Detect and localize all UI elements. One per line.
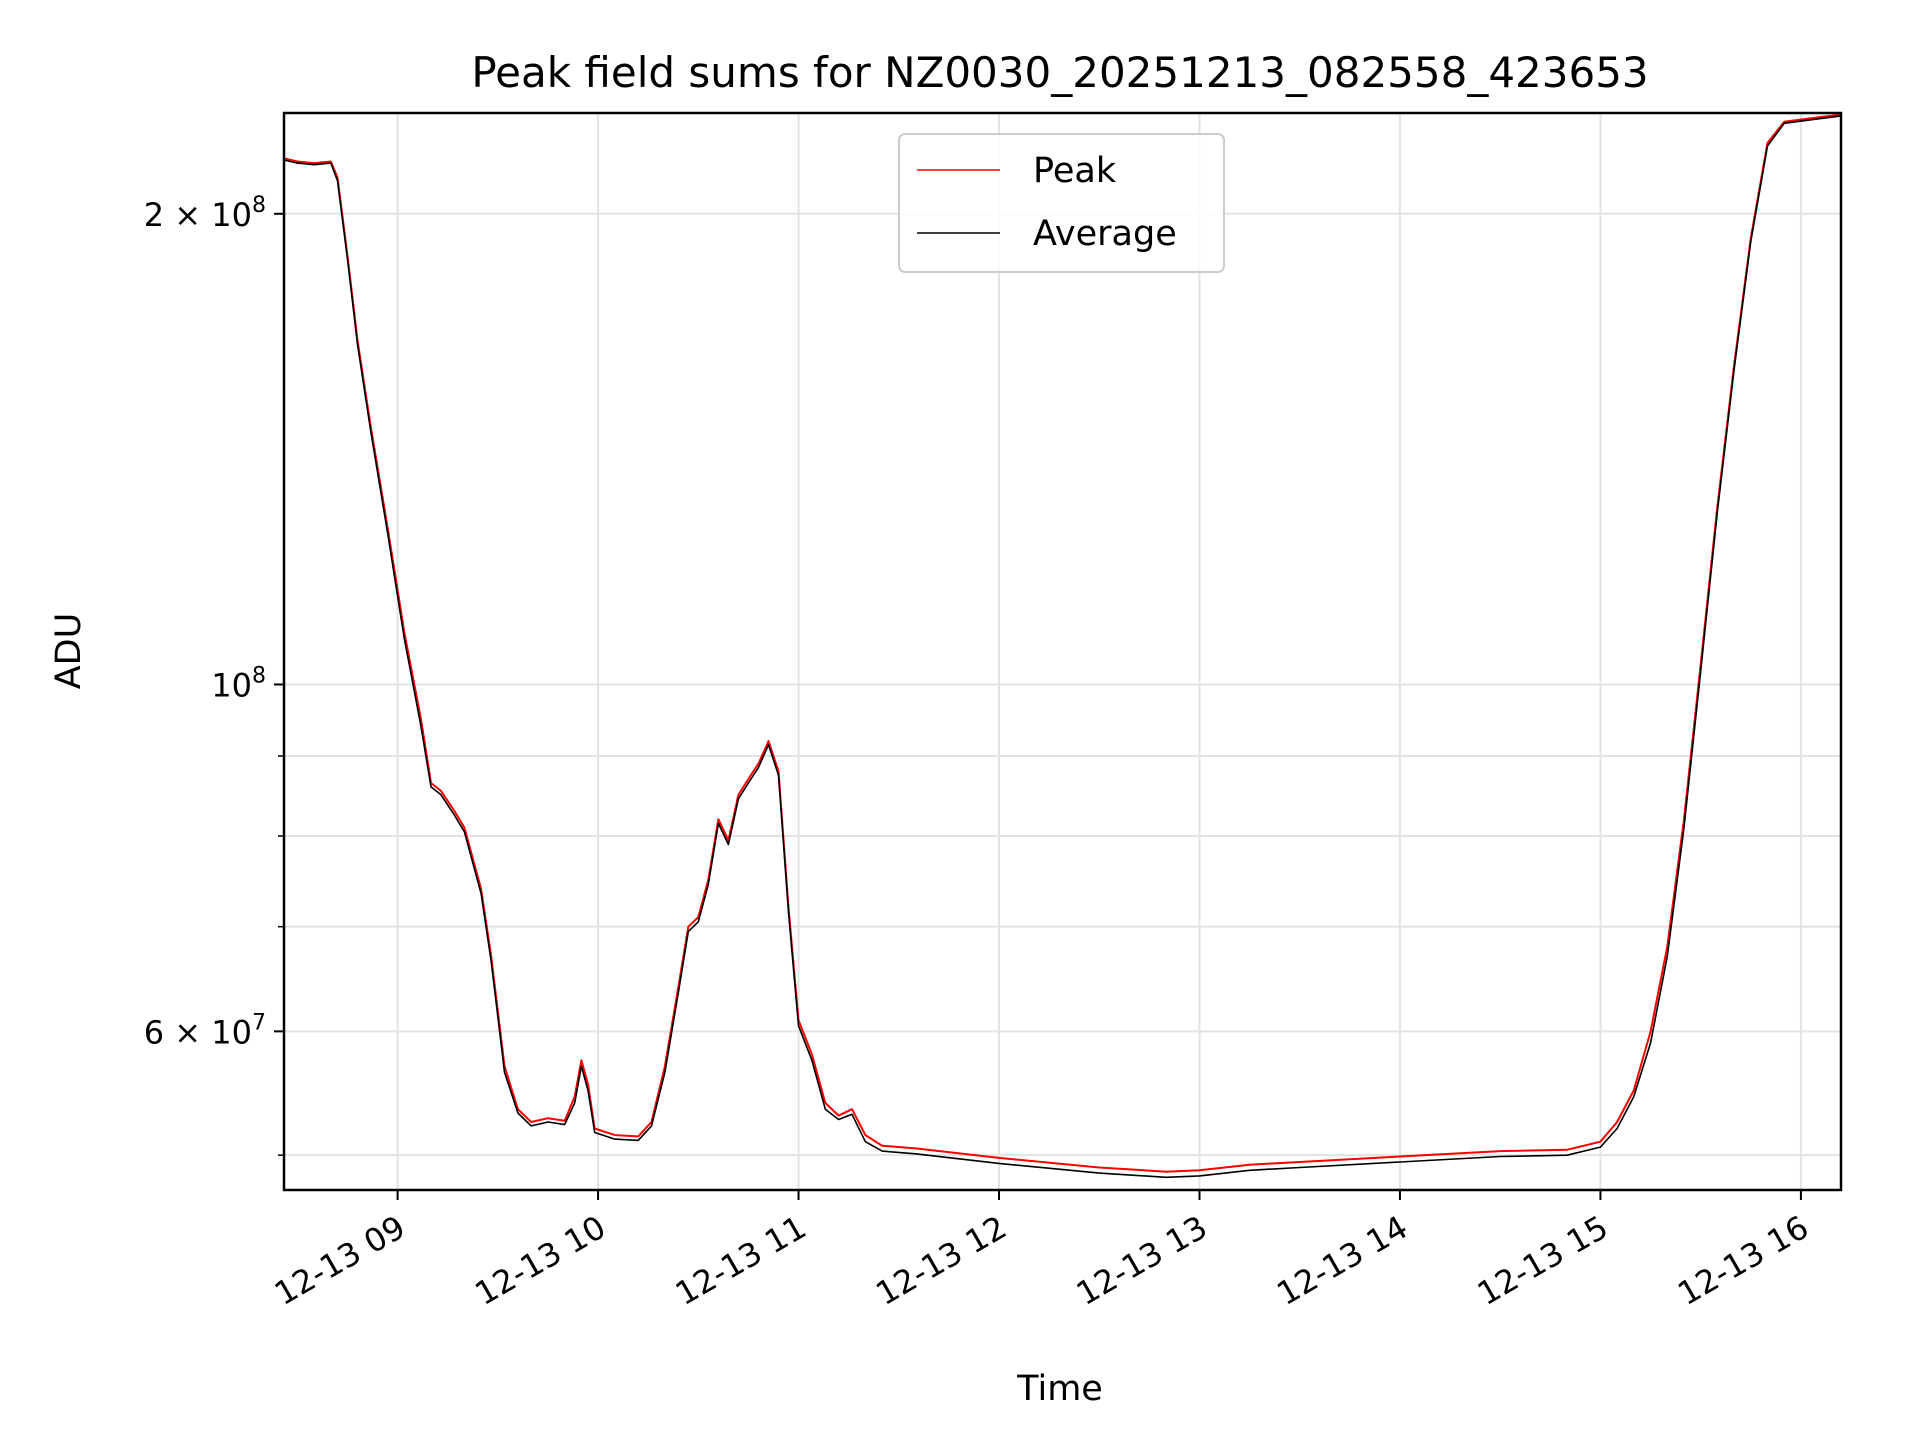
- legend-box: [898, 133, 1225, 273]
- y-tick-label-base: 2 × 10: [144, 196, 252, 234]
- y-axis-label: ADU: [49, 613, 89, 690]
- y-tick-label-base: 6 × 10: [144, 1013, 252, 1051]
- y-tick-label: 2 × 108: [144, 193, 266, 234]
- chart-title: Peak field sums for NZ0030_20251213_0825…: [471, 48, 1648, 97]
- y-tick-label: 6 × 107: [144, 1010, 266, 1051]
- y-tick-label-exponent: 8: [252, 193, 266, 218]
- legend: Peak Average: [898, 133, 1225, 273]
- y-tick-label-exponent: 8: [252, 663, 266, 688]
- x-axis-label: Time: [1016, 1369, 1103, 1409]
- legend-label-average: Average: [1033, 214, 1177, 254]
- y-tick-label-base: 10: [211, 666, 252, 704]
- series-line-average: [283, 115, 1842, 1179]
- series-layer: [283, 113, 1842, 1179]
- legend-label-peak: Peak: [1033, 151, 1117, 191]
- y-tick-label: 108: [211, 663, 266, 704]
- plot-frame: [282, 111, 1843, 1192]
- series-line-peak: [283, 113, 1842, 1173]
- y-tick-label-exponent: 7: [252, 1010, 266, 1035]
